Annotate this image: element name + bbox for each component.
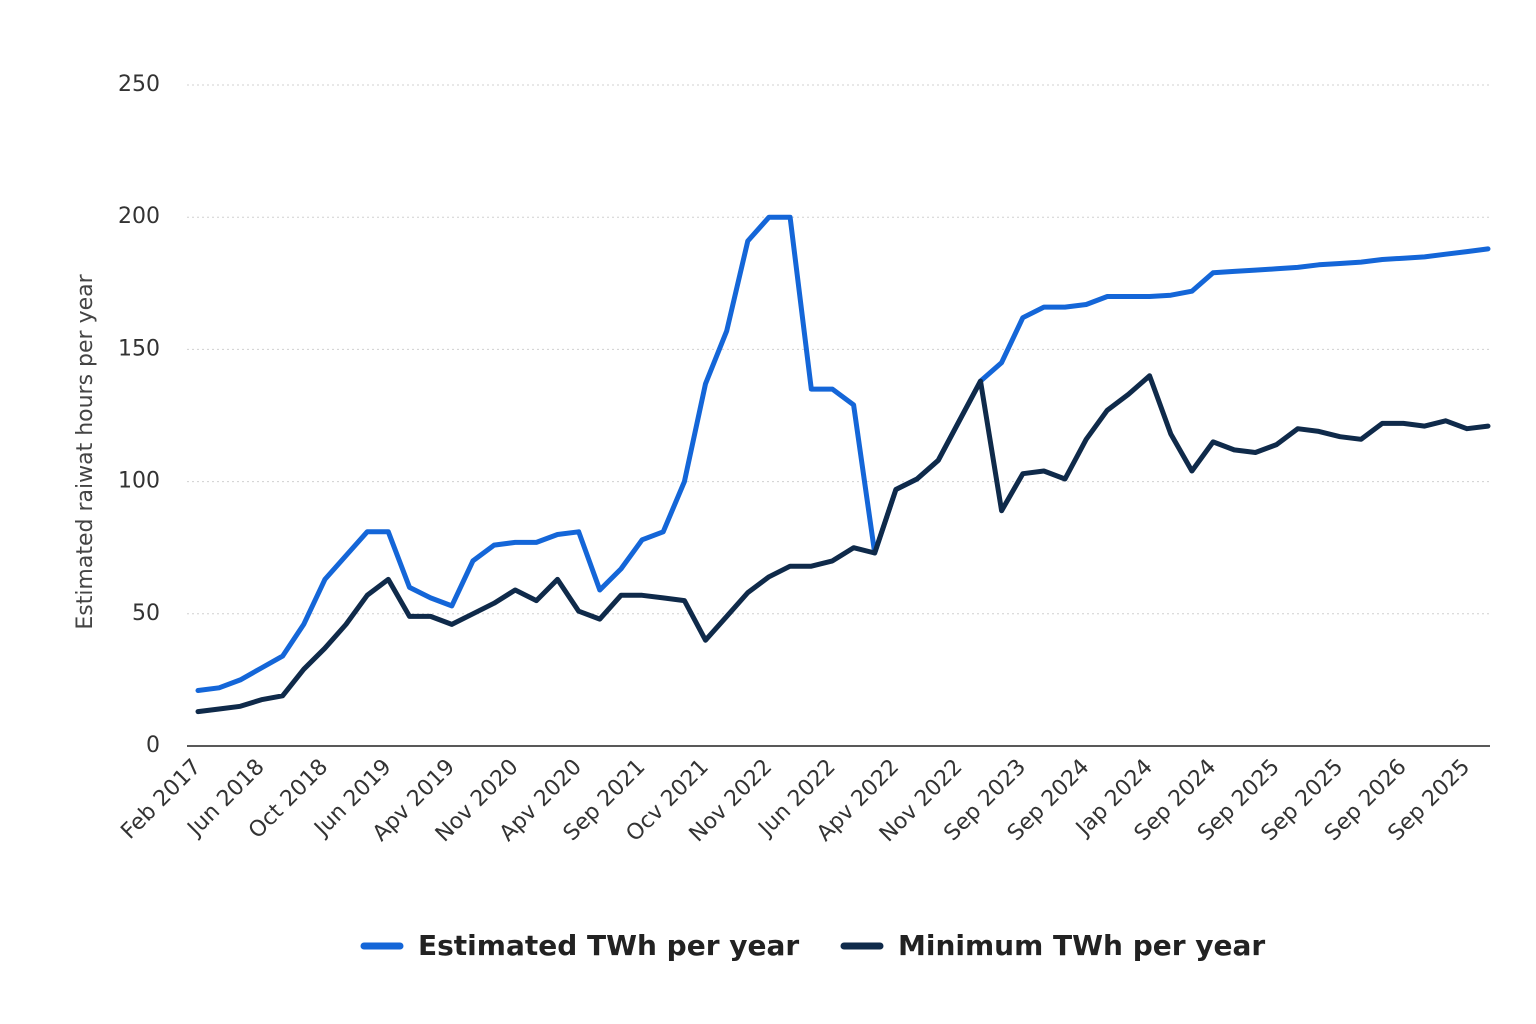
y-tick-label: 200 — [118, 204, 160, 229]
y-tick-label: 150 — [118, 336, 160, 361]
series-line — [195, 214, 1491, 693]
y-tick-label: 50 — [132, 601, 160, 626]
series-line — [195, 373, 1491, 715]
legend-label: Estimated TWh per year — [418, 929, 799, 962]
y-tick-label: 100 — [118, 469, 160, 494]
y-axis-title: Estimated raiwat hours per year — [73, 273, 98, 629]
legend-label: Minimum TWh per year — [898, 929, 1265, 962]
y-tick-label: 0 — [146, 733, 160, 758]
y-tick-label: 250 — [118, 72, 160, 97]
